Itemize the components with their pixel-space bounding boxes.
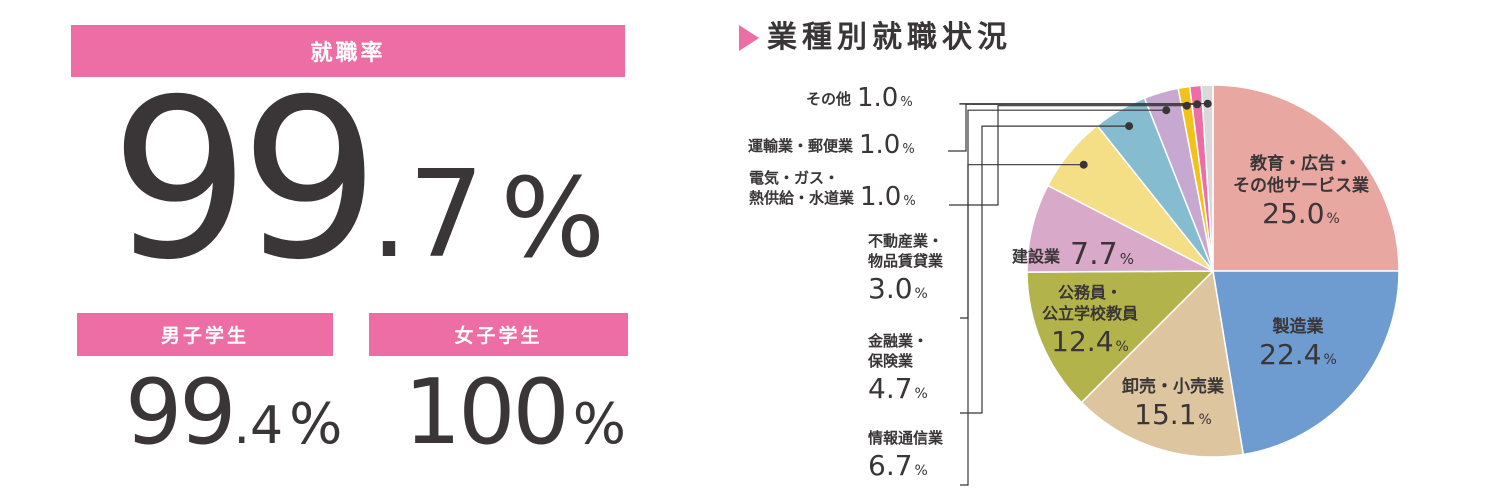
slice-label: 公務員・ [1058, 283, 1122, 302]
slice-value: 4.7% [868, 372, 928, 405]
slice-value: 3.0% [868, 272, 928, 305]
female-rate-label: 女子学生 [454, 325, 543, 347]
male-rate-int: 99 [125, 360, 237, 465]
overall-rate-label: 就職率 [310, 41, 386, 66]
slice-label: 金融業・ [867, 332, 928, 350]
pie-slice [1212, 84, 1400, 272]
slice-value: 1.0% [857, 83, 913, 113]
slice-label: その他 [806, 90, 851, 108]
slice-label: 卸売・小売業 [1122, 376, 1224, 397]
overall-rate-band: 就職率 [71, 25, 625, 77]
slice-label: 電気・ガス・ [749, 169, 839, 187]
slice-label: 保険業 [867, 352, 914, 370]
pie-slice [1026, 270, 1215, 404]
female-rate-value: 100% [404, 368, 626, 458]
slice-label: 物品賃貸業 [868, 252, 944, 270]
pie-slice [1212, 270, 1400, 456]
leader-line [948, 103, 1198, 152]
leader-line [960, 109, 1167, 319]
male-rate-dec: .4 [233, 396, 284, 456]
slice-label: 運輸業・郵便業 [748, 137, 854, 155]
slice-value: 22.4% [1259, 338, 1337, 371]
slice-value: 25.0% [1262, 197, 1340, 230]
chart-title: 業種別就職状況 [737, 18, 1012, 58]
male-rate-unit: % [289, 392, 342, 457]
female-rate-int: 100 [404, 360, 570, 465]
male-rate-band: 男子学生 [77, 313, 333, 356]
leader-dot [1162, 106, 1171, 115]
overall-rate-int: 99 [110, 52, 380, 308]
slice-label: 製造業 [1272, 316, 1324, 337]
leader-line [960, 164, 1084, 486]
slice-label: 不動産業・ [868, 232, 943, 250]
leader-line [960, 125, 1130, 414]
overall-rate-unit: % [500, 154, 604, 282]
leader-dot [1125, 122, 1134, 131]
slice-label: 情報通信業 [868, 429, 944, 447]
slice-value: 12.4% [1051, 325, 1129, 358]
male-rate-label: 男子学生 [160, 325, 249, 347]
slice-value: 1.0% [859, 130, 915, 160]
slice-value: 15.1% [1134, 398, 1212, 431]
overall-rate-value: 99.7% [110, 70, 605, 290]
slice-label: 公立学校教員 [1042, 304, 1138, 323]
pie-slice [1080, 269, 1245, 458]
slice-label: 熱供給・水道業 [749, 189, 855, 207]
female-rate-unit: % [572, 392, 626, 457]
leader-dot [1079, 160, 1088, 169]
leader-dot [1203, 99, 1212, 108]
chart-title-text: 業種別就職状況 [767, 20, 1012, 55]
leader-line [949, 105, 1187, 206]
slice-value: 1.0% [860, 182, 916, 212]
pie-slice [1200, 84, 1214, 272]
female-rate-band: 女子学生 [369, 313, 628, 356]
slice-label: 建設業 [1012, 247, 1061, 266]
leader-dot [1193, 100, 1202, 109]
slice-value: 6.7% [868, 449, 928, 482]
male-rate-value: 99.4% [125, 368, 342, 458]
slice-label: 教育・広告・ [1249, 153, 1352, 174]
leader-dot [1182, 101, 1191, 110]
triangle-marker-icon [739, 25, 759, 51]
overall-rate-dec: .7 [369, 146, 485, 285]
slice-label: その他サービス業 [1233, 175, 1369, 196]
slice-value: 7.7% [1070, 237, 1134, 272]
